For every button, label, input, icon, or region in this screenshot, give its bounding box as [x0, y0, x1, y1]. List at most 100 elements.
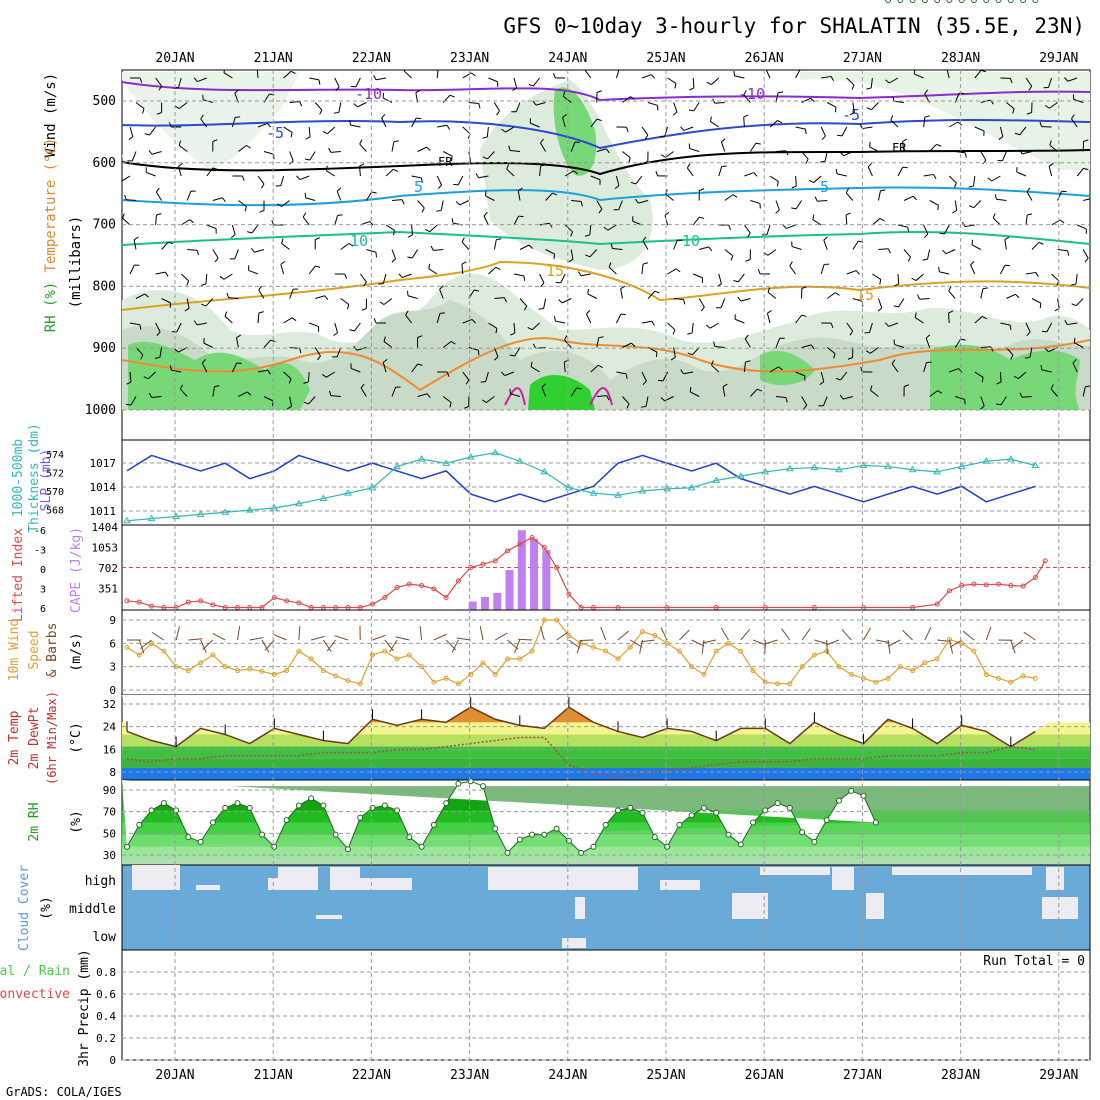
wind-barb — [673, 102, 678, 113]
wind-barb-flag — [405, 310, 409, 316]
wind-speed-point — [394, 656, 400, 662]
wind-barb-flag — [585, 70, 586, 71]
rh-point — [1007, 0, 1014, 3]
wind-speed-point — [234, 668, 240, 674]
wind-barb — [665, 193, 674, 201]
wind-barb — [155, 271, 166, 275]
wind-barb — [442, 151, 453, 157]
tick-label: 600 — [93, 156, 116, 171]
wind-barb-flag — [174, 105, 180, 109]
wind-barb — [894, 344, 905, 348]
surface-wind-barb — [384, 639, 394, 652]
wind-barb-flag — [630, 96, 635, 100]
wind-barb — [615, 70, 620, 79]
surface-wind-barb — [924, 627, 932, 641]
wind-barb-flag — [835, 377, 841, 381]
wind-barb-flag — [1040, 364, 1043, 371]
cape-bars — [124, 530, 1048, 610]
wind-barb-flag — [416, 117, 422, 120]
wind-barb-flag — [911, 277, 917, 282]
wind-barb — [177, 166, 182, 177]
wind-barb-flag — [267, 369, 271, 375]
wind-barb-flag — [495, 266, 501, 271]
wind-barb-flag — [849, 111, 855, 116]
wind-barb-flag — [675, 268, 681, 273]
wind-barb — [417, 393, 428, 397]
wind-barb-flag — [706, 81, 712, 86]
wind-barb-flag — [214, 385, 220, 388]
rh-point — [295, 802, 302, 809]
wind-barb — [690, 391, 700, 397]
rh-point — [750, 819, 757, 826]
wind-barb — [914, 73, 924, 79]
rh-point — [688, 812, 695, 819]
wind-barb — [1075, 298, 1084, 307]
wind-barb — [817, 200, 828, 202]
date-label: 20JAN — [155, 1068, 194, 1083]
thickness-point — [982, 457, 991, 464]
wind-barb — [403, 70, 412, 79]
wind-barb — [257, 369, 268, 373]
wind-speed-point — [725, 640, 731, 646]
wind-barb — [615, 175, 620, 186]
wind-barb — [840, 371, 848, 381]
wind-barb-flag — [812, 214, 815, 220]
wind-barb — [1074, 342, 1084, 348]
wind-barb-flag — [373, 318, 377, 324]
wind-barb-flag — [789, 261, 793, 267]
wind-barb-flag — [570, 231, 573, 237]
tick-label: 900 — [93, 341, 116, 356]
panel-label: & Barbs — [45, 623, 60, 678]
wind-barb-flag — [562, 91, 566, 97]
surface-wind-barb — [322, 639, 332, 652]
wind-barb — [570, 249, 574, 260]
date-gridlines — [174, 70, 1060, 1060]
wind-barb — [263, 151, 274, 155]
rh-point — [786, 804, 793, 811]
wind-barb — [1067, 322, 1078, 326]
wind-barb-flag — [393, 140, 399, 143]
wind-barb — [254, 249, 265, 253]
wind-barb-flag — [353, 103, 358, 108]
rh-point — [222, 804, 229, 811]
wind-barb-flag — [830, 323, 834, 329]
wind-barb-flag — [1015, 293, 1020, 299]
wind-speed-point — [320, 668, 326, 674]
thickness-point — [565, 483, 573, 491]
wind-barb — [673, 347, 676, 358]
panel-label: Cloud Cover — [17, 865, 32, 951]
date-label: 23JAN — [450, 51, 489, 66]
wind-barb-flag — [1072, 358, 1077, 364]
wind-barb — [299, 175, 310, 181]
wind-barb — [795, 175, 797, 187]
wind-barb-flag — [266, 123, 272, 128]
wind-barb-flag — [775, 209, 780, 214]
wind-barb-flag — [257, 66, 261, 68]
surface-wind-barb — [326, 639, 337, 652]
wind-barb — [135, 347, 144, 356]
wind-barb-flag — [660, 397, 665, 402]
wind-barb-flag — [939, 232, 945, 235]
wind-barb — [888, 322, 899, 327]
wind-barb-flag — [902, 138, 908, 143]
wind-barb — [801, 97, 811, 103]
wind-barb — [1031, 241, 1040, 250]
wind-barb-flag — [425, 228, 430, 233]
panel-label: Temperature (°C) — [43, 138, 59, 273]
wind-panel: 9 6 3 0 — [109, 609, 1091, 697]
rh-point — [283, 817, 290, 824]
thickness-point — [957, 462, 966, 470]
wind-speed-point — [455, 681, 461, 687]
wind-barb — [129, 264, 135, 275]
wind-barb — [263, 396, 274, 402]
wind-barb — [589, 224, 592, 235]
cloud-level-label: low — [93, 930, 117, 945]
surface-wind-barb — [249, 637, 264, 641]
wind-barb-flag — [158, 85, 163, 91]
wind-barb — [531, 322, 540, 331]
wind-barb — [462, 318, 473, 324]
wind-barb — [596, 395, 607, 397]
wind-barb — [429, 224, 438, 233]
wind-barb-flag — [315, 265, 321, 268]
wind-barb — [589, 249, 598, 258]
